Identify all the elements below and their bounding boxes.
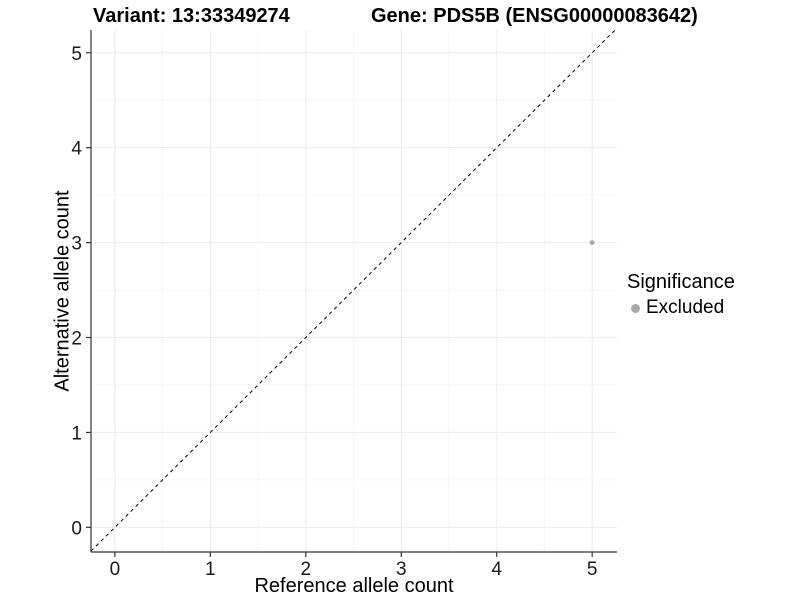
legend-item-excluded: Excluded (627, 297, 735, 319)
y-tick-label: 5 (71, 44, 82, 65)
legend: Significance Excluded (627, 271, 735, 319)
x-tick-label: 4 (491, 559, 502, 580)
y-tick-label: 1 (71, 423, 82, 444)
legend-title: Significance (627, 271, 735, 293)
y-axis-title: Alternative allele count (51, 190, 74, 392)
y-tick-label: 4 (71, 139, 82, 160)
x-tick-label: 2 (301, 559, 312, 580)
legend-item-label: Excluded (646, 297, 725, 318)
y-tick-label: 0 (71, 518, 82, 539)
x-tick-label: 3 (396, 559, 407, 580)
data-point (589, 240, 595, 245)
plot-title-variant: Variant: 13:33349274 (93, 5, 290, 27)
y-tick-label: 3 (71, 234, 82, 255)
excluded-point-icon (631, 303, 640, 313)
plot-title-gene: Gene: PDS5B (ENSG00000083642) (371, 5, 698, 27)
x-tick-label: 5 (587, 559, 598, 580)
y-tick-label: 2 (71, 329, 82, 350)
x-tick-label: 0 (110, 559, 121, 580)
x-tick-label: 1 (205, 559, 216, 580)
x-axis-title: Reference allele count (254, 575, 454, 597)
